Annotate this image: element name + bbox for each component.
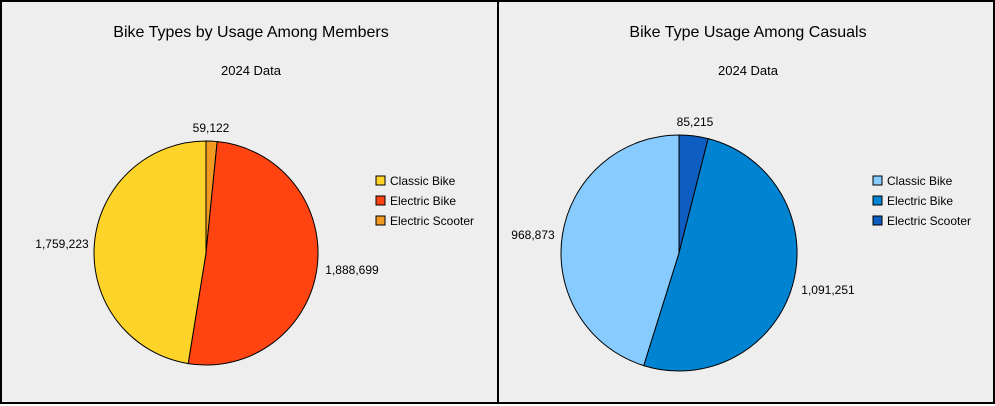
legend: Classic Bike Electric Bike Electric Scoote… xyxy=(872,174,971,228)
members-chart-panel: Bike Types by Usage Among Members 2024 D… xyxy=(0,0,499,404)
data-label-electric-bike: 1,091,251 xyxy=(801,283,855,297)
legend: Classic Bike Electric Bike Electric Scoote… xyxy=(375,174,474,228)
pie-slice-electric-bike xyxy=(643,138,798,372)
legend-label: Classic Bike xyxy=(887,174,953,188)
chart-subtitle: 2024 Data xyxy=(718,63,779,78)
members-pie-chart: Bike Types by Usage Among Members 2024 D… xyxy=(35,24,474,366)
pie-slice-electric-bike xyxy=(187,141,319,366)
data-label-electric-scooter: 59,122 xyxy=(193,121,230,135)
legend-label: Electric Scooter xyxy=(887,214,971,228)
legend-label: Classic Bike xyxy=(390,174,456,188)
legend-swatch xyxy=(872,175,883,186)
pie-slice-classic-bike xyxy=(93,140,207,365)
legend-swatch xyxy=(375,215,386,226)
legend-swatch xyxy=(872,215,883,226)
data-label-electric-bike: 1,888,699 xyxy=(325,263,379,277)
pie-slices xyxy=(93,140,319,366)
data-label-electric-scooter: 85,215 xyxy=(677,115,714,129)
legend-swatch xyxy=(375,175,386,186)
legend-label: Electric Scooter xyxy=(390,214,474,228)
chart-title: Bike Types by Usage Among Members xyxy=(113,24,388,41)
legend-swatch xyxy=(375,195,386,206)
pie-slice-classic-bike xyxy=(560,134,680,367)
casuals-pie-chart: Bike Type Usage Among Casuals 2024 Data … xyxy=(511,24,971,372)
data-label-classic-bike: 968,873 xyxy=(511,228,555,242)
legend-label: Electric Bike xyxy=(887,194,953,208)
casuals-chart-panel: Bike Type Usage Among Casuals 2024 Data … xyxy=(497,0,995,404)
legend-swatch xyxy=(872,195,883,206)
data-label-classic-bike: 1,759,223 xyxy=(35,237,89,251)
data-labels: 1,759,223 1,888,699 59,122 xyxy=(35,121,379,277)
data-labels: 968,873 1,091,251 85,215 xyxy=(511,115,855,297)
chart-subtitle: 2024 Data xyxy=(221,63,282,78)
chart-title: Bike Type Usage Among Casuals xyxy=(629,24,866,41)
pie-slices xyxy=(560,134,798,372)
legend-label: Electric Bike xyxy=(390,194,456,208)
